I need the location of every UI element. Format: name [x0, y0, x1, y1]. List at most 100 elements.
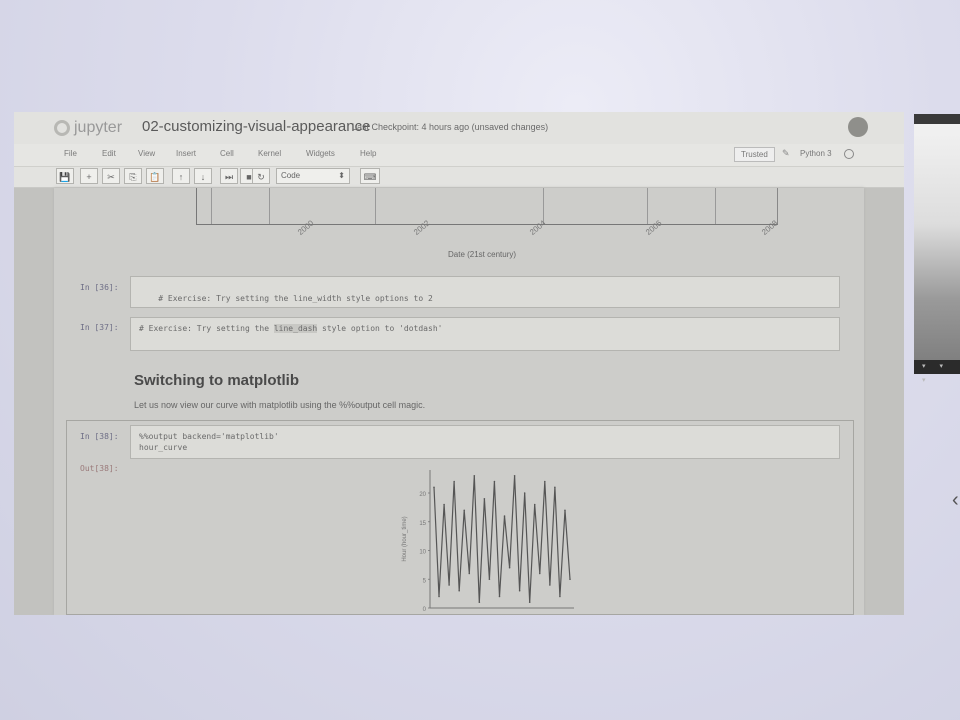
- data-point: [483, 497, 486, 500]
- menu-kernel[interactable]: Kernel: [258, 149, 282, 158]
- notebook-container[interactable]: [54, 188, 864, 615]
- cut-button[interactable]: ✂: [102, 168, 120, 184]
- series-line: [433, 475, 571, 603]
- code-cell-input[interactable]: # Exercise: Try setting the line_dash st…: [130, 317, 840, 351]
- cell-type-select[interactable]: Code ⬍: [276, 168, 350, 184]
- data-point: [569, 578, 571, 581]
- previous-plot-xlabel: Date (21st century): [448, 250, 517, 259]
- run-button[interactable]: ⏭: [220, 168, 238, 184]
- code-text: style option to 'dotdash': [317, 324, 443, 333]
- chart-svg: 20 15 10 5 0 Hour (hour_time): [402, 470, 574, 613]
- data-point: [458, 589, 460, 592]
- data-point: [523, 492, 526, 494]
- plot-line: [715, 188, 716, 224]
- trusted-badge[interactable]: Trusted: [734, 147, 775, 162]
- data-point: [544, 480, 546, 483]
- data-point: [433, 486, 435, 489]
- checkpoint-status: Last Checkpoint: 4 hours ago (unsaved ch…: [352, 122, 549, 132]
- plot-line: [543, 188, 544, 224]
- menu-help[interactable]: Help: [360, 149, 377, 158]
- plot-line: [269, 188, 270, 224]
- adjacent-window-preview[interactable]: ▾ ▾ ▾: [914, 114, 960, 384]
- data-point: [554, 486, 556, 489]
- code-highlight: line_dash: [273, 324, 318, 333]
- data-point: [503, 515, 506, 517]
- menu-file[interactable]: File: [64, 149, 77, 158]
- output-chart: 20 15 10 5 0 Hour (hour_time): [394, 462, 594, 614]
- chevron-right-icon[interactable]: ‹: [952, 489, 959, 511]
- menu-widgets[interactable]: Widgets: [306, 149, 335, 158]
- selected-cell[interactable]: [66, 420, 854, 615]
- keyboard-icon[interactable]: ⌨: [360, 168, 380, 184]
- data-point: [443, 503, 445, 506]
- right-gutter: [864, 188, 904, 615]
- cell-type-value: Code: [281, 171, 301, 180]
- jupyter-window: jupyter 02-customizing-visual-appearance…: [14, 112, 904, 615]
- save-button[interactable]: 💾: [56, 168, 74, 184]
- plot-line: [647, 188, 648, 224]
- data-point: [513, 474, 516, 477]
- plot-line: [211, 188, 212, 224]
- toolbar: 💾 + ✂ ⎘ 📋 ↑ ↓ ⏭ ■ ↻ Code ⬍ ⌨: [14, 167, 904, 187]
- data-point: [468, 572, 471, 575]
- y-tick-label: 5: [423, 578, 427, 584]
- y-tick-label: 0: [423, 607, 427, 613]
- menu-edit[interactable]: Edit: [102, 149, 116, 158]
- data-point: [473, 474, 476, 477]
- data-point: [518, 589, 521, 592]
- data-point: [559, 595, 561, 598]
- data-point: [528, 601, 531, 604]
- cell-prompt: In [38]:: [80, 432, 119, 441]
- insert-cell-button[interactable]: +: [80, 168, 98, 184]
- code-cell-input[interactable]: %%output backend='matplotlib' hour_curve: [130, 425, 840, 459]
- chevron-down-icon: ⬍: [338, 171, 345, 180]
- jupyter-logo-icon: [54, 120, 70, 136]
- paste-button[interactable]: 📋: [146, 168, 164, 184]
- user-avatar-icon[interactable]: [848, 117, 868, 137]
- notebook-title[interactable]: 02-customizing-visual-appearance: [142, 118, 371, 135]
- adjacent-window-bar: ▾ ▾ ▾: [914, 360, 960, 384]
- plot-line: [375, 188, 376, 224]
- y-axis-label: Hour (hour_time): [402, 516, 408, 561]
- jupyter-logo-text: jupyter: [74, 119, 123, 136]
- y-tick-label: 15: [419, 521, 426, 527]
- y-tick-label: 10: [419, 550, 426, 556]
- data-point: [463, 509, 466, 512]
- menubar: File Edit View Insert Cell Kernel Widget…: [14, 144, 904, 167]
- data-point: [564, 509, 566, 512]
- previous-plot-axes: [196, 188, 778, 225]
- move-down-button[interactable]: ↓: [194, 168, 212, 184]
- move-up-button[interactable]: ↑: [172, 168, 190, 184]
- data-point: [448, 584, 450, 586]
- menu-cell[interactable]: Cell: [220, 149, 234, 158]
- code-text: # Exercise: Try setting the line_width s…: [158, 294, 433, 303]
- markdown-heading: Switching to matplotlib: [134, 372, 299, 389]
- cell-prompt: In [37]:: [80, 323, 119, 332]
- data-point: [478, 601, 481, 604]
- output-prompt: Out[38]:: [80, 464, 119, 473]
- data-point: [438, 595, 440, 598]
- markdown-text: Let us now view our curve with matplotli…: [134, 400, 426, 410]
- data-point: [498, 595, 501, 598]
- data-point: [493, 480, 496, 483]
- jupyter-logo[interactable]: jupyter: [54, 118, 122, 138]
- notebook-header: jupyter 02-customizing-visual-appearance…: [14, 112, 904, 144]
- code-text: # Exercise: Try setting the: [139, 324, 274, 333]
- kernel-status-icon: [844, 149, 854, 159]
- data-point: [488, 578, 491, 581]
- restart-button[interactable]: ↻: [252, 168, 270, 184]
- y-tick-label: 20: [419, 492, 426, 498]
- copy-button[interactable]: ⎘: [124, 168, 142, 184]
- data-point: [508, 566, 511, 569]
- data-point: [549, 584, 551, 586]
- code-cell-input[interactable]: # Exercise: Try setting the line_width s…: [130, 276, 840, 308]
- menu-view[interactable]: View: [138, 149, 156, 158]
- left-gutter: [14, 188, 54, 615]
- code-line: hour_curve: [139, 443, 188, 452]
- data-point: [533, 503, 536, 506]
- code-line: %%output backend='matplotlib': [139, 432, 279, 441]
- kernel-name: Python 3: [800, 149, 832, 158]
- data-point: [453, 480, 455, 483]
- menu-insert[interactable]: Insert: [176, 149, 197, 158]
- pencil-icon[interactable]: ✎: [782, 148, 790, 158]
